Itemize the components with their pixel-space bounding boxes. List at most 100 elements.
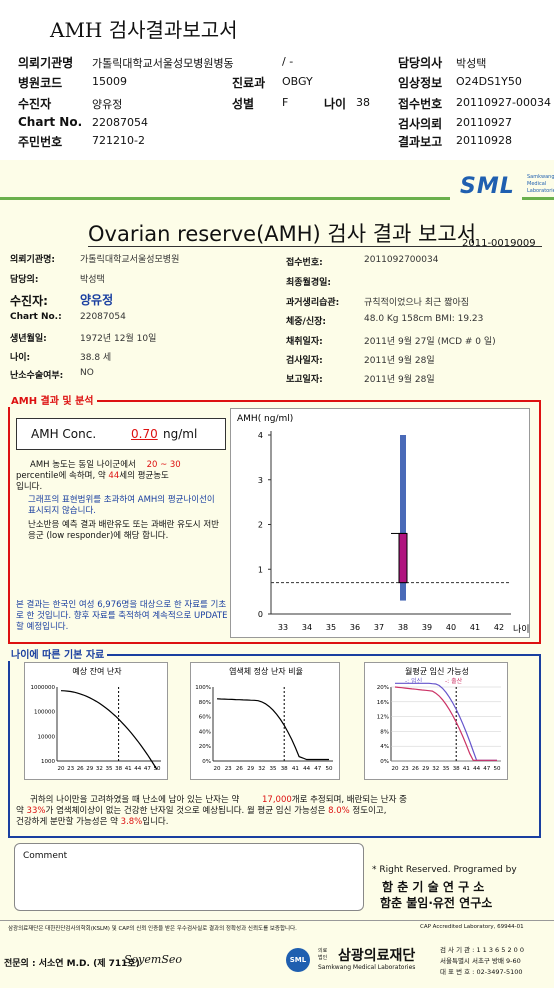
x-tick-label: 40 [446,623,456,632]
top-value: / - [282,55,294,68]
title-underline [88,246,542,247]
x-tick-label: 38 [398,623,408,632]
info-label: 난소수술여부: [10,371,64,381]
y-tick-label: 1 [258,565,263,574]
abnormal-percent: 33% [26,806,46,816]
chart-title: 염색체 정상 난자 비율 [229,666,303,676]
x-tick-label: 38 [115,766,122,772]
x-tick-label: 32 [96,766,103,772]
org-name-en: Samkwang Medical Laboratories [318,964,416,971]
x-tick-label: 29 [86,766,93,772]
y-tick-label: 2 [258,521,263,530]
x-tick-label: 26 [236,766,243,772]
x-tick-label: 29 [247,766,254,772]
chart-title: 예상 잔여 난자 [72,666,122,676]
info-value: NO [80,368,94,378]
cap-text: CAP Accredited Laboratory, 69944-01 [420,924,524,930]
amh-response-text: 난소반응 예측 결과 배란유도 또는 과배란 유도시 저반응군 (low res… [28,520,219,541]
x-tick-label: 44 [134,766,141,772]
equivalent-age: 44 [108,471,120,481]
text: 정도이고, [352,806,387,816]
y-tick-label: 3 [258,476,263,485]
x-tick-label: 35 [326,623,336,632]
top-value: 20110927 [456,116,512,129]
y-tick-label: 8% [380,729,389,735]
x-axis-label: 나이 [513,624,530,635]
x-tick-label: 41 [470,623,480,632]
percentile-range: 20 ~ 30 [146,460,181,470]
text: 입니다. [16,482,43,492]
amh-concentration-box: AMH Conc. 0.70 ng/ml [16,418,226,450]
y-tick-label: 1000000 [31,685,56,691]
signature: SoyemSeo [124,953,182,966]
institute-name: 함 춘 기 술 연 구 소 [382,880,485,894]
report-title: Ovarian reserve(AMH) 검사 결과 보고서 [88,222,477,246]
amh-age-chart-panel: AMH( ng/ml) 0 1 2 3 4 33 34 35 36 37 38 39 40 41 42 나이 [230,408,530,638]
x-tick-label: 26 [77,766,84,772]
info-label: 나이: [10,353,31,363]
y-tick-label: 10000 [38,734,56,740]
amh-data-source-text: 본 결과는 한국인 여성 6,976명을 대상으로 한 자료를 기초로 한 것입… [16,600,228,632]
egg-count: 17,000 [262,795,292,805]
x-tick-label: 23 [402,766,409,772]
info-label: 최종월경일: [286,278,331,288]
amh-percentile-text: AMH 농도는 동일 나이군에서 20 ~ 30 percentile에 속하며… [16,460,226,493]
address-line: 검 사 기 관 : 1 1 3 6 5 2 0 0 [440,946,524,954]
x-tick-label: 23 [225,766,232,772]
info-value: 2011년 9월 28일 [364,375,435,385]
info-value: 박성택 [80,275,105,285]
top-value: 박성택 [456,57,487,70]
top-value: 38 [356,96,370,109]
top-label: 의뢰기관명 [18,56,74,70]
x-tick-label: 23 [67,766,74,772]
x-tick-label: 38 [453,766,460,772]
top-value: OBGY [282,75,313,88]
document-number: 2011-0019009 [462,238,536,249]
x-tick-label: 47 [483,766,490,772]
x-tick-label: 32 [258,766,265,772]
y-tick-label: 12% [377,715,389,721]
patient-name: 양유정 [80,293,114,307]
specialist-name: 전문의 : 서소연 M.D. (제 711호) [4,959,140,969]
y-tick-label: 16% [377,700,389,706]
y-tick-label: 1000 [41,759,55,765]
text: 입니다. [142,817,169,827]
x-tick-label: 34 [302,623,312,632]
info-label: 접수번호: [286,258,323,268]
text: 귀하의 나이만을 고려하였을 때 난소에 남아 있는 난자는 약 [30,795,240,805]
amh-note-text: 그래프의 표현범위를 초과하여 AMH의 평균나이선이 표시되지 않습니다. [28,495,215,516]
top-label: 수진자 [18,97,52,111]
x-tick-label: 36 [350,623,360,632]
y-tick-label: 100000 [34,710,55,716]
top-title: AMH 검사결과보고서 [50,18,238,42]
address-line: 서울특별시 서초구 방배 9-60 [440,957,521,965]
y-tick-label: 4% [380,744,389,750]
address-line: 대 표 번 호 : 02-3497-5100 [440,968,523,976]
x-tick-label: 42 [494,623,504,632]
amh-conc-value: 0.70 [131,427,158,441]
info-value: 2011년 9월 28일 [364,356,435,366]
info-label: 생년월일: [10,334,47,344]
top-label: 병원코드 [18,76,63,90]
org-prefix: 의료 법인 [318,948,328,961]
amh-section-title: AMH 결과 및 분석 [8,392,97,407]
top-value: 22087054 [92,116,148,129]
top-value: 20110927-00034 [456,96,551,109]
basic-summary-text: 귀하의 나이만을 고려하였을 때 난소에 남아 있는 난자는 약 17,000개… [16,795,541,828]
y-tick-label: 4 [258,431,263,440]
top-label: Chart No. [18,115,83,129]
top-value: 15009 [92,75,127,88]
x-tick-label: 50 [494,766,501,772]
info-value: 48.0 Kg 158cm BMI: 19.23 [364,314,484,324]
chromosome-curve [216,698,329,761]
x-tick-label: 39 [422,623,432,632]
info-value: 38.8 세 [80,353,112,363]
preg-curve [395,682,497,761]
text: 약 [16,806,24,816]
legend-pregnancy: -: 임신 [405,677,422,685]
top-value: 721210-2 [92,134,145,147]
amh-section-box [8,400,541,644]
sml-logo: SML [460,174,515,199]
text: 가 염색체이상이 없는 건강한 난자일 것으로 예상됩니다. 월 평균 임신 가… [45,806,326,816]
